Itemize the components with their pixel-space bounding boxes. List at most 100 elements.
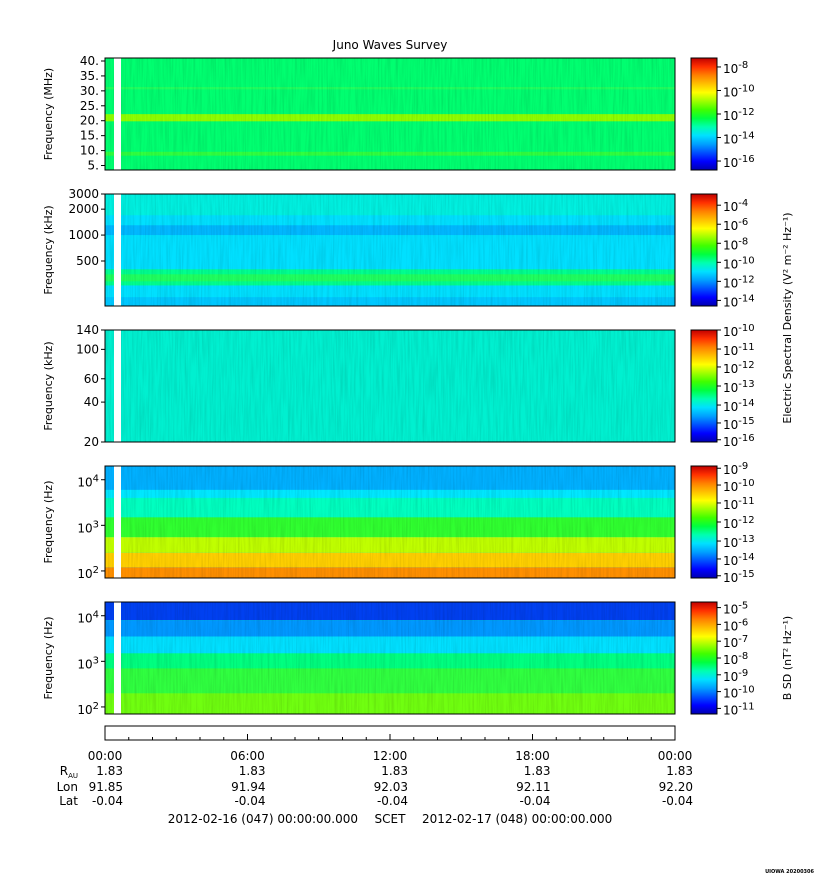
colorbar-tick-label-exp: -11 [738,496,754,507]
colorbar-tick-label-exp: -10 [738,323,754,334]
colorbar-tick-label-base: 10 [723,653,738,667]
colorbar-tick-label: 10-10 [723,255,755,271]
colorbar-tick-label-base: 10 [723,498,738,512]
colorbar-tick-label: 10-7 [723,634,748,650]
y-axis-label: Frequency (Hz) [42,481,55,564]
texture-overlay [105,194,675,306]
colorbar-tick-label: 10-8 [723,651,748,667]
colorbar-tick-label-exp: -4 [738,198,748,209]
y-tick-label-base: 10 [77,703,92,717]
y-axis-label: Frequency (kHz) [42,341,55,430]
colorbar-tick-label: 10-11 [723,496,755,512]
colorbar-tick-label-exp: -9 [738,668,748,679]
colorbar-tick-label: 10-10 [723,323,755,339]
y-tick-label: 10. [80,144,99,158]
y-tick-label: 1000 [68,228,99,242]
colorbar-tick-label-exp: -14 [738,398,754,409]
ephemeris-value: 1.83 [524,764,551,778]
colorbar-tick-label-exp: -14 [738,131,754,142]
y-tick-label-exp: 4 [93,474,99,485]
y-axis-label: Frequency (MHz) [42,68,55,160]
ephemeris-value: 1.83 [96,764,123,778]
y-tick-label: 60 [84,372,99,386]
colorbar-tick-label: 10-8 [723,236,748,252]
colorbar-tick-label-exp: -16 [738,433,754,444]
colorbar-tick-label: 10-12 [723,360,755,376]
plot-area-2 [105,194,675,306]
ephemeris-row-label-text: Lat [59,794,78,808]
colorbar-tick-label-base: 10 [723,619,738,633]
colorbar-tick-label-base: 10 [723,295,738,309]
colorbar-tick-label-exp: -6 [738,617,748,628]
data-gap [114,466,121,578]
y-tick-label: 103 [77,519,99,535]
colorbar-tick-label-base: 10 [723,257,738,271]
y-tick-label: 15. [80,129,99,143]
time-axis: 00:00 06:00 12:00 18:00 00:00 RAU 1.83 1.83 1.83… [57,725,693,826]
ephemeris-row-label: Lon [57,780,78,794]
colorbar-tick-label-base: 10 [723,344,738,358]
colorbar-tick-label: 10-12 [723,107,755,123]
texture-overlay [105,466,675,578]
y-tick-label: 104 [77,610,99,626]
colorbar-tick-label: 10-14 [723,293,755,309]
colorbar-tick-label-base: 10 [723,703,738,717]
plot-frame [104,57,676,171]
colorbar-tick-label-base: 10 [723,463,738,477]
ephemeris-value: 1.83 [381,764,408,778]
y-tick-label: 2000 [68,202,99,216]
plot-area-5 [105,602,675,714]
colorbar-tick-label: 10-10 [723,478,755,494]
data-gap [114,58,121,170]
ephemeris-value: -0.04 [377,794,408,808]
y-tick-label: 35. [80,69,99,83]
spectrogram-panel-1: 40.35.30.25.20.15.10.5. Frequency (MHz) 10… [42,54,755,173]
ephemeris-row-label-text: Lon [57,780,78,794]
y-tick-label: 500 [76,254,99,268]
ephemeris-value: -0.04 [519,794,550,808]
y-axis-label: Frequency (kHz) [42,205,55,294]
colorbar-tick-label: 10-15 [723,569,755,585]
y-tick-label: 102 [77,565,99,581]
colorbar-tick-label-base: 10 [723,62,738,76]
texture-overlay [105,330,675,442]
colorbar-tick-label: 10-13 [723,534,755,550]
colorbar-tick-label-base: 10 [723,133,738,147]
y-tick-label: 40 [84,395,99,409]
ephemeris-value: 92.03 [374,780,408,794]
colorbar-tick-label: 10-9 [723,461,748,477]
colorbar-tick-label: 10-10 [723,83,755,99]
colorbar-tick-label: 10-6 [723,617,748,633]
colorbar-tick-label-exp: -13 [738,379,754,390]
y-tick-label: 103 [77,655,99,671]
time-tick-label: 12:00 [373,749,408,763]
colorbar-tick-label-exp: -12 [738,515,754,526]
colorbar-tick-label-base: 10 [723,400,738,414]
colorbar-tick-label-exp: -12 [738,107,754,118]
colorbar-tick-label-exp: -11 [738,342,754,353]
plot-area-1 [105,58,675,170]
y-tick-label-base: 10 [77,521,92,535]
figure-title: Juno Waves Survey [332,38,448,52]
colorbar-tick-label: 10-13 [723,379,755,395]
y-tick-label-base: 10 [77,612,92,626]
colorbar [690,329,718,443]
colorbar [690,601,718,715]
time-tick-label: 00:00 [658,749,693,763]
colorbar-tick-label: 10-6 [723,217,748,233]
range-end: 2012-02-17 (048) 00:00:00.000 [422,812,612,826]
colorbar-tick-label-exp: -8 [738,236,748,247]
colorbar-tick-label: 10-12 [723,274,755,290]
y-axis-label: Frequency (Hz) [42,617,55,700]
colorbar-tick-label: 10-16 [723,154,755,170]
colorbar-tick-label-base: 10 [723,276,738,290]
colorbar-tick-label-exp: -14 [738,293,754,304]
colorbar-tick-label-exp: -12 [738,360,754,371]
y-tick-label: 25. [80,99,99,113]
ephemeris-row-label: Lat [59,794,78,808]
time-tick-label: 06:00 [230,749,265,763]
